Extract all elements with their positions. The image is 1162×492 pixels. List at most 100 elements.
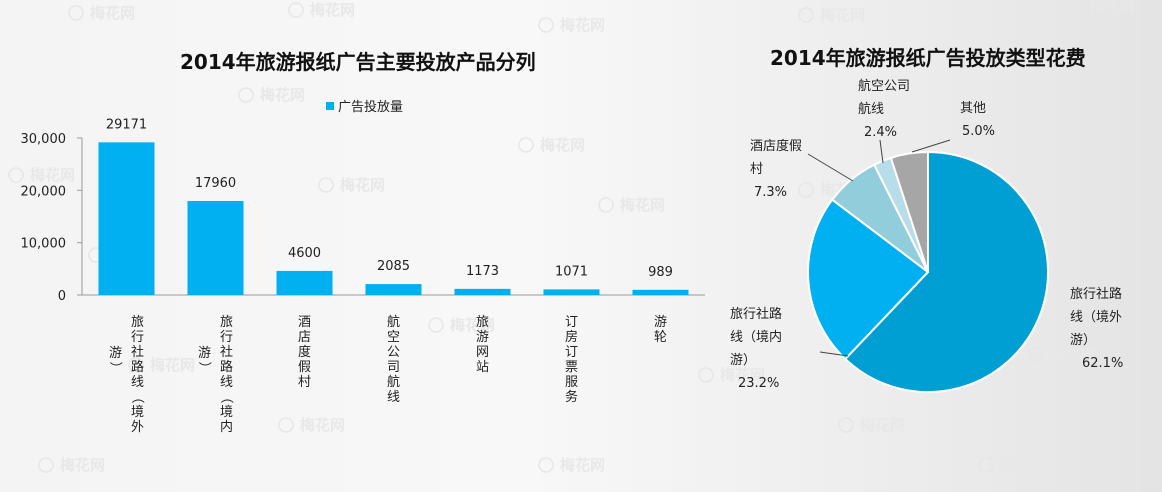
bar <box>454 288 511 295</box>
y-tick-label: 20,000 <box>21 184 67 199</box>
bar-data-label: 4600 <box>288 246 321 261</box>
watermark-logo-icon <box>698 367 714 383</box>
bar <box>365 284 422 295</box>
pie-slice-value: 23.2% <box>738 376 779 391</box>
pie-slice <box>843 150 1049 393</box>
watermark-text: 梅花网 <box>620 196 665 214</box>
category-label: 线 <box>387 390 400 405</box>
watermark-text: 梅花网 <box>560 456 605 474</box>
watermark-logo-icon <box>38 457 54 473</box>
pie-leader-line <box>879 139 884 164</box>
category-label: 行 <box>131 330 144 345</box>
category-label: 境 <box>131 405 144 420</box>
watermark-logo-icon <box>798 182 814 198</box>
watermark-text: 梅花网 <box>820 6 865 24</box>
watermark-logo-icon <box>128 357 144 373</box>
category-label: 路 <box>131 359 144 375</box>
category-label: 空 <box>387 330 400 345</box>
watermark-logo-icon <box>798 7 814 23</box>
category-label: ） <box>108 361 123 374</box>
pie-slice-label: 其他 <box>960 101 986 116</box>
category-label: 订 <box>565 315 578 330</box>
category-label: 游 <box>109 346 122 361</box>
watermark-logo-icon <box>518 137 534 153</box>
category-label: 务 <box>565 389 578 405</box>
bar-data-label: 989 <box>648 265 673 280</box>
category-label: 旅 <box>476 315 489 330</box>
pie-leader-line <box>807 153 854 182</box>
watermark-text: 梅花网 <box>310 1 355 19</box>
watermark-logo-icon <box>318 177 334 193</box>
pie-leader-line <box>819 351 849 357</box>
category-label: 村 <box>298 375 311 390</box>
pie-slice <box>889 150 929 273</box>
pie-slice-label: 酒店度假 <box>750 138 802 154</box>
watermark-logo-icon <box>428 317 444 333</box>
watermark-text: 梅花网 <box>1090 0 1135 16</box>
category-label: 内 <box>220 419 233 435</box>
category-label: 轮 <box>654 330 667 345</box>
category-label: 游 <box>198 346 211 361</box>
category-label: 旅 <box>220 315 233 330</box>
category-label: 航 <box>387 374 400 390</box>
watermark-text: 梅花网 <box>450 316 495 334</box>
category-label: 站 <box>476 360 489 375</box>
category-label: 线 <box>220 375 233 390</box>
category-label: 房 <box>565 329 578 345</box>
watermark-logo-icon <box>838 417 854 433</box>
watermark-text: 梅花网 <box>860 416 905 434</box>
legend-label: 广告投放量 <box>338 99 403 115</box>
pie-slice-label: 村 <box>750 162 763 177</box>
category-label: ） <box>197 361 212 374</box>
watermark-logo-icon <box>238 87 254 103</box>
bar-chart-title: 2014年旅游报纸广告主要投放产品分列 <box>180 50 536 74</box>
pie-slice-value: 62.1% <box>1082 356 1123 371</box>
watermark-logo-icon <box>1028 347 1044 363</box>
bar <box>98 142 155 295</box>
category-label: 服 <box>565 375 578 390</box>
watermark-logo-icon <box>68 5 84 21</box>
bar <box>632 289 689 295</box>
category-label: 酒 <box>298 315 311 330</box>
pie-slice-value: 2.4% <box>864 125 897 140</box>
pie-slice-value: 7.3% <box>754 185 787 200</box>
bar-data-label: 2085 <box>377 259 410 274</box>
category-label: 境 <box>220 405 233 420</box>
watermark-text: 梅花网 <box>30 166 75 184</box>
watermark-text: 梅花网 <box>90 4 135 22</box>
watermark-text: 梅花网 <box>560 16 605 34</box>
pie-slice-label: 旅行社路 <box>1070 286 1122 302</box>
y-tick-label: 30,000 <box>21 132 67 147</box>
bar-data-label: 1071 <box>555 264 588 279</box>
pie-leader-line <box>911 139 951 153</box>
pie-slice-label: 线（境内 <box>730 329 782 345</box>
watermark-logo-icon <box>8 167 24 183</box>
pie-slice-label: 游） <box>1070 333 1096 348</box>
category-label: 网 <box>476 345 489 360</box>
watermark-text: 梅花网 <box>340 176 385 194</box>
pie-slice-label: 线（境外 <box>1070 310 1122 325</box>
watermark-text: 梅花网 <box>540 136 585 154</box>
pie-slice-label: 游） <box>730 353 756 368</box>
bar <box>276 270 333 295</box>
watermark-text: 梅花网 <box>150 356 195 374</box>
pie-chart-title: 2014年旅游报纸广告投放类型花费 <box>770 46 1086 70</box>
category-label: 路 <box>220 359 233 375</box>
bar <box>187 201 244 295</box>
category-label: 外 <box>131 420 144 435</box>
category-label: 假 <box>298 360 311 375</box>
category-label: 游 <box>654 315 667 330</box>
category-label: （ <box>130 390 145 403</box>
watermark-logo-icon <box>278 417 294 433</box>
y-tick-label: 0 <box>58 289 66 304</box>
y-tick-label: 10,000 <box>21 237 67 252</box>
category-label: 店 <box>298 330 311 345</box>
legend-swatch <box>326 102 334 110</box>
category-label: 线 <box>131 375 144 390</box>
bar-data-label: 29171 <box>106 117 147 132</box>
watermark-text: 梅花网 <box>60 456 105 474</box>
watermark-text: 梅花网 <box>1000 456 1045 474</box>
pie-slice-label: 航空公司 <box>858 78 910 94</box>
watermark-logo-icon <box>598 197 614 213</box>
